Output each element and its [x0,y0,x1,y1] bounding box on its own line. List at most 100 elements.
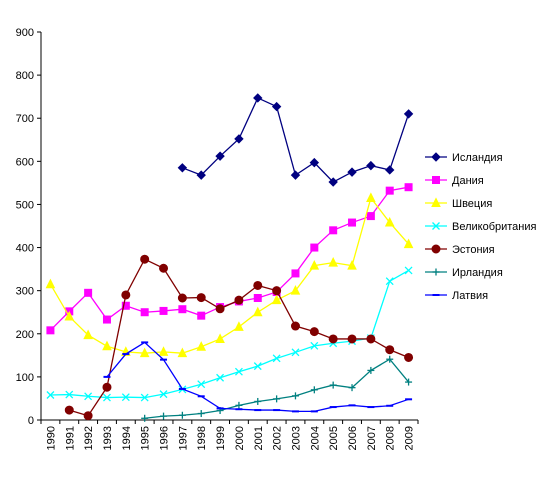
x-tick-label: 1995 [140,426,152,450]
x-tick-label: 2002 [272,426,284,450]
x-tick-label: 2003 [290,426,302,450]
series-line [49,186,409,331]
data-point [83,411,93,421]
y-tick-label: 300 [16,286,34,298]
data-point [234,295,244,305]
data-point [272,354,281,363]
data-point [291,348,300,357]
data-point [290,285,301,295]
data-point [348,218,357,227]
data-point [235,401,243,409]
data-point [290,321,300,331]
data-point [158,346,169,356]
data-point [405,378,413,386]
legend-label: Дания [452,175,484,187]
y-tick-label: 700 [16,113,34,125]
data-point [141,414,149,422]
x-tick-label: 2001 [253,426,265,450]
data-point [254,397,262,405]
data-point [328,334,338,344]
legend-marker [431,152,441,162]
legend-item: Великобритания [425,221,537,233]
data-point [291,269,300,278]
x-tick-label: 2007 [366,426,378,450]
data-point [329,226,338,235]
data-point [196,293,206,303]
y-tick-label: 100 [16,372,34,384]
data-point [64,310,75,321]
x-tick-label: 2008 [385,426,397,450]
y-tick-label: 400 [16,243,34,255]
x-tick-label: 1994 [121,426,133,450]
x-tick-label: 1998 [196,426,208,450]
data-point [310,341,319,350]
series-4 [46,266,413,402]
x-tick-label: 1991 [64,426,76,450]
data-point [403,238,414,249]
data-point [197,380,206,389]
data-point [103,393,111,402]
series-line [50,269,409,399]
data-point [384,216,395,227]
data-point [367,366,375,374]
series-5 [64,254,414,421]
data-point [177,347,188,358]
data-point [159,306,168,315]
x-tick-label: 1997 [177,426,189,450]
data-point [64,405,74,415]
data-point [253,280,263,290]
data-point [404,266,413,275]
data-point [196,341,207,351]
chart-axes: 0 100 200 300 400 500 600 700 800 900 1990 1991 1992… [16,27,419,450]
data-point [329,381,337,389]
legend-marker [432,268,440,276]
y-tick-label: 200 [16,329,34,341]
data-point [273,395,281,403]
x-tick-label: 1999 [215,426,227,450]
x-tick-label: 1990 [45,426,57,450]
data-point [366,192,376,202]
series-line [69,258,409,417]
data-point [140,393,149,402]
data-point [197,410,205,418]
data-point [215,333,225,343]
data-point [404,352,414,362]
legend-item: Латвия [425,290,488,302]
data-point [252,306,263,317]
legend-item: Эстония [425,244,495,256]
data-point [385,186,394,195]
data-point [234,321,244,331]
x-tick-label: 2009 [404,426,416,450]
y-tick-label: 600 [16,156,34,168]
data-point [178,305,187,314]
legend-label: Швеция [452,198,492,210]
data-point [65,390,74,399]
chart-legend: Исландия Дания Швеция Великобритания Эстония… [425,152,537,302]
y-tick-label: 800 [16,70,34,82]
legend-item: Швеция [425,197,492,210]
data-point [328,177,338,187]
y-tick-label: 500 [16,199,34,211]
data-point [234,367,243,376]
data-point [177,163,188,173]
data-point [291,392,299,400]
data-point [178,411,186,419]
data-point [309,260,320,270]
data-point [310,243,319,252]
data-point [309,157,320,168]
series-line [182,97,410,183]
data-point [386,355,394,363]
data-point [385,277,394,286]
data-point [83,329,93,340]
legend-label: Эстония [452,244,495,256]
data-point [347,334,357,344]
legend-label: Ирландия [452,267,503,279]
data-point [253,93,263,103]
x-tick-label: 2006 [347,426,359,450]
data-point [366,212,375,221]
data-point [347,167,357,177]
data-point [102,382,112,392]
data-point [366,160,376,171]
legend-label: Великобритания [452,221,537,233]
